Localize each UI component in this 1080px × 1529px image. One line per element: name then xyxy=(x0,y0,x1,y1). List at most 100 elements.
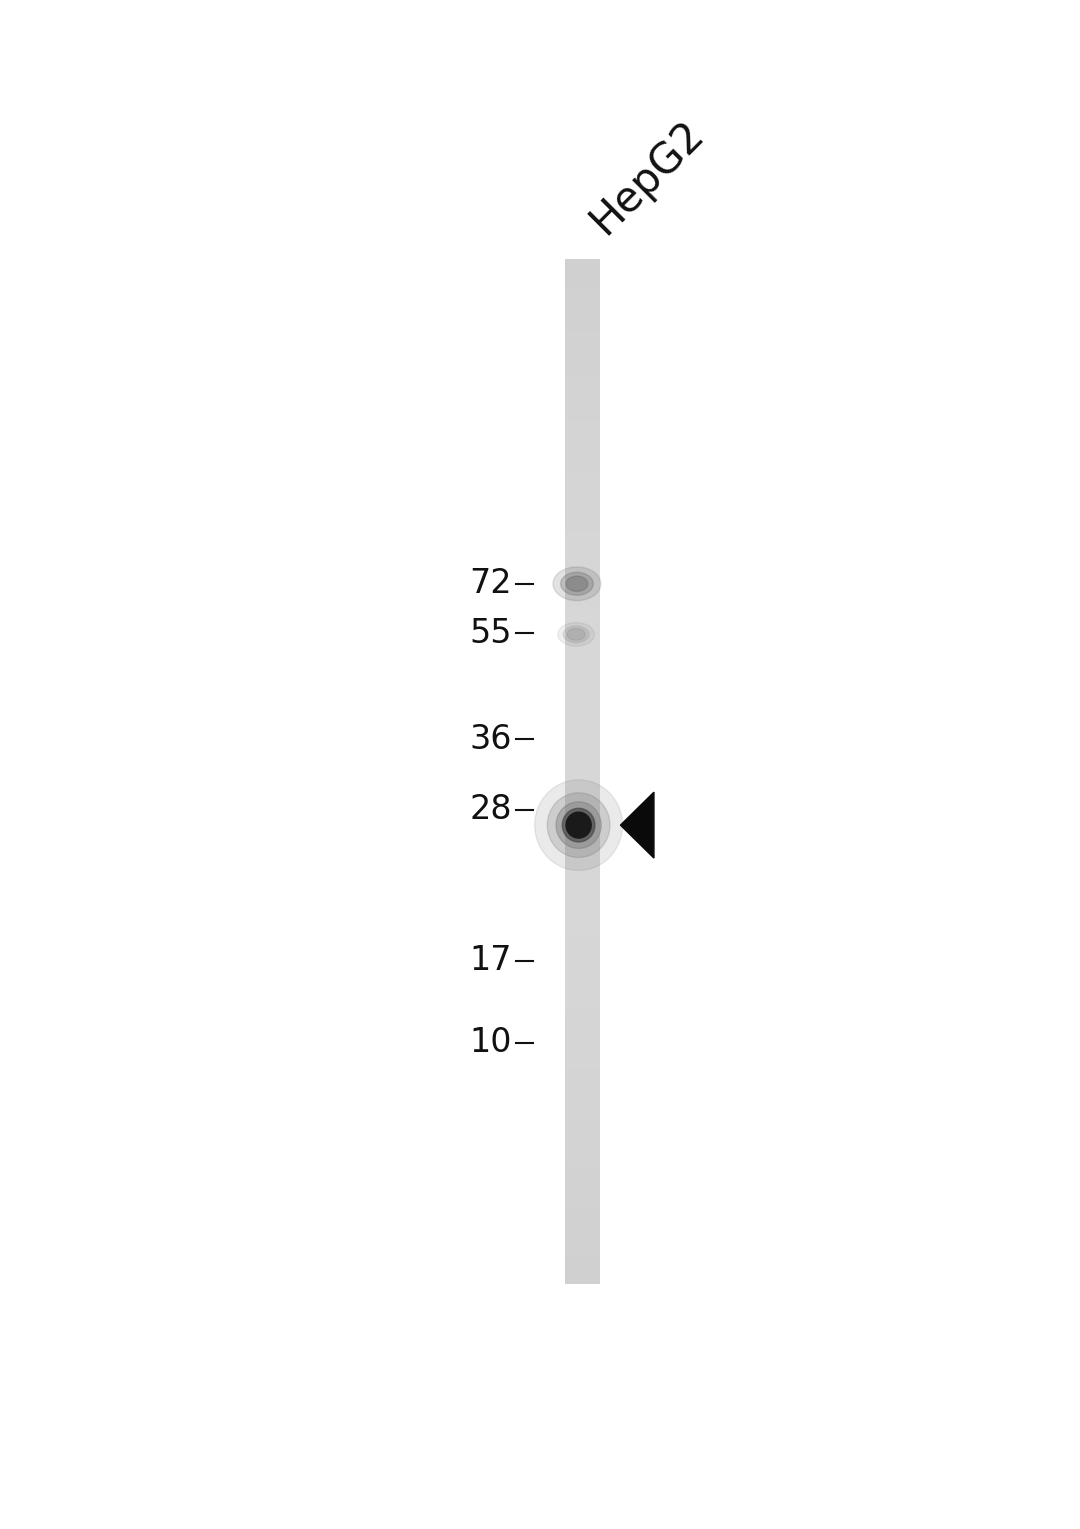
Bar xyxy=(565,884,600,887)
Bar xyxy=(565,1087,600,1090)
Bar xyxy=(565,1118,600,1121)
Bar xyxy=(565,332,600,335)
Bar xyxy=(565,553,600,557)
Bar xyxy=(565,1027,600,1031)
Bar xyxy=(565,731,600,734)
Bar xyxy=(565,844,600,847)
Bar xyxy=(565,488,600,491)
Bar xyxy=(565,355,600,358)
Bar xyxy=(565,544,600,547)
Bar xyxy=(565,780,600,783)
Bar xyxy=(565,497,600,500)
Bar xyxy=(565,1023,600,1026)
Bar xyxy=(565,1183,600,1187)
Bar xyxy=(565,899,600,902)
Bar xyxy=(565,856,600,859)
Bar xyxy=(565,636,600,639)
Bar xyxy=(565,272,600,275)
Bar xyxy=(565,713,600,716)
Bar xyxy=(565,716,600,719)
Bar xyxy=(565,466,600,469)
Bar xyxy=(565,812,600,815)
Bar xyxy=(565,833,600,836)
Bar xyxy=(565,300,600,304)
Ellipse shape xyxy=(556,801,602,849)
Bar xyxy=(565,1047,600,1052)
Bar xyxy=(565,378,600,381)
Bar xyxy=(565,1115,600,1118)
Bar xyxy=(565,728,600,731)
Bar xyxy=(565,349,600,352)
Bar xyxy=(565,317,600,320)
Bar xyxy=(565,1237,600,1240)
Bar xyxy=(565,898,600,901)
Bar xyxy=(565,367,600,370)
Bar xyxy=(565,894,600,898)
Bar xyxy=(565,1274,600,1277)
Bar xyxy=(565,631,600,635)
Bar xyxy=(565,656,600,659)
Bar xyxy=(565,962,600,965)
Bar xyxy=(565,387,600,390)
Bar xyxy=(565,651,600,654)
Bar xyxy=(565,1240,600,1243)
Bar xyxy=(565,599,600,602)
Bar xyxy=(565,1119,600,1122)
Bar xyxy=(565,284,600,287)
Bar xyxy=(565,774,600,777)
Bar xyxy=(565,917,600,920)
Bar xyxy=(565,268,600,271)
Bar xyxy=(565,922,600,925)
Bar xyxy=(565,523,600,526)
Bar xyxy=(565,758,600,761)
Bar xyxy=(565,1096,600,1099)
Bar xyxy=(565,937,600,942)
Bar xyxy=(565,690,600,693)
Bar xyxy=(565,945,600,950)
Bar xyxy=(565,846,600,849)
Bar xyxy=(565,1110,600,1113)
Bar xyxy=(565,659,600,662)
Bar xyxy=(565,1127,600,1130)
Text: 36: 36 xyxy=(469,723,512,755)
Bar xyxy=(565,347,600,350)
Bar xyxy=(565,1278,600,1281)
Bar xyxy=(565,529,600,532)
Bar xyxy=(565,807,600,810)
Bar xyxy=(565,339,600,342)
Bar xyxy=(565,943,600,946)
Bar xyxy=(565,515,600,518)
Bar xyxy=(565,1061,600,1064)
Bar xyxy=(565,622,600,627)
Bar xyxy=(565,359,600,362)
Bar xyxy=(565,436,600,439)
Bar xyxy=(565,417,600,422)
Bar xyxy=(565,709,600,713)
Bar xyxy=(565,336,600,339)
Bar xyxy=(565,671,600,674)
Bar xyxy=(565,1073,600,1076)
Bar xyxy=(565,930,600,934)
Bar xyxy=(565,579,600,583)
Bar xyxy=(565,307,600,312)
Bar xyxy=(565,864,600,867)
Bar xyxy=(565,572,600,575)
Bar xyxy=(565,546,600,549)
Bar xyxy=(565,914,600,917)
Bar xyxy=(565,1159,600,1162)
Bar xyxy=(565,954,600,957)
Bar xyxy=(565,948,600,951)
Bar xyxy=(565,424,600,427)
Bar xyxy=(565,329,600,332)
Bar xyxy=(565,933,600,936)
Bar xyxy=(565,876,600,879)
Bar xyxy=(565,986,600,989)
Bar xyxy=(565,518,600,521)
Bar xyxy=(565,810,600,813)
Bar xyxy=(565,1015,600,1018)
Bar xyxy=(565,584,600,587)
Bar xyxy=(565,670,600,673)
Bar xyxy=(565,757,600,760)
Bar xyxy=(565,1161,600,1164)
Bar xyxy=(565,324,600,327)
